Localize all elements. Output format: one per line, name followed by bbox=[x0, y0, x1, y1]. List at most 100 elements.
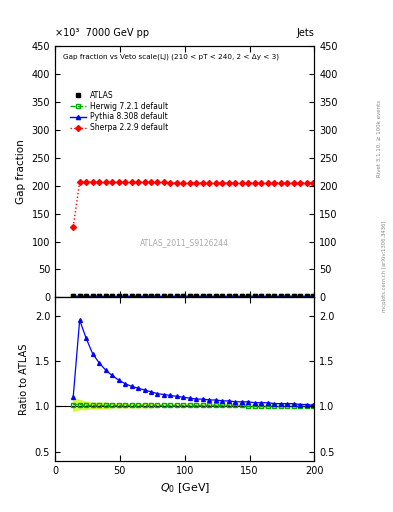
Sherpa 2.2.9 default bbox=[285, 180, 290, 186]
Pythia 8.308 default bbox=[123, 293, 127, 300]
Sherpa 2.2.9 default bbox=[142, 179, 147, 185]
Sherpa 2.2.9 default bbox=[103, 179, 108, 185]
ATLAS bbox=[285, 293, 290, 300]
Sherpa 2.2.9 default bbox=[278, 180, 283, 186]
Herwig 7.2.1 default bbox=[226, 293, 231, 300]
Sherpa 2.2.9 default bbox=[233, 180, 238, 186]
Sherpa 2.2.9 default bbox=[155, 179, 160, 185]
Herwig 7.2.1 default bbox=[272, 293, 277, 300]
Sherpa 2.2.9 default bbox=[187, 180, 192, 186]
Pythia 8.308 default bbox=[162, 293, 166, 300]
Herwig 7.2.1 default bbox=[181, 293, 186, 300]
Pythia 8.308 default bbox=[272, 293, 277, 300]
ATLAS bbox=[136, 293, 140, 300]
Herwig 7.2.1 default bbox=[129, 293, 134, 300]
Herwig 7.2.1 default bbox=[239, 293, 244, 300]
Text: ATLAS_2011_S9126244: ATLAS_2011_S9126244 bbox=[140, 238, 229, 247]
X-axis label: $Q_0$ [GeV]: $Q_0$ [GeV] bbox=[160, 481, 210, 495]
Sherpa 2.2.9 default bbox=[129, 179, 134, 185]
Pythia 8.308 default bbox=[90, 293, 95, 300]
Y-axis label: Ratio to ATLAS: Ratio to ATLAS bbox=[19, 344, 29, 415]
ATLAS bbox=[155, 293, 160, 300]
Pythia 8.308 default bbox=[304, 293, 309, 300]
Herwig 7.2.1 default bbox=[265, 293, 270, 300]
Herwig 7.2.1 default bbox=[220, 293, 225, 300]
Sherpa 2.2.9 default bbox=[90, 179, 95, 185]
Sherpa 2.2.9 default bbox=[304, 180, 309, 186]
ATLAS bbox=[311, 293, 316, 300]
Sherpa 2.2.9 default bbox=[252, 180, 257, 186]
Herwig 7.2.1 default bbox=[136, 293, 140, 300]
Herwig 7.2.1 default bbox=[207, 293, 212, 300]
Herwig 7.2.1 default bbox=[278, 293, 283, 300]
Pythia 8.308 default bbox=[187, 293, 192, 300]
ATLAS bbox=[304, 293, 309, 300]
Pythia 8.308 default bbox=[77, 293, 82, 300]
Pythia 8.308 default bbox=[298, 293, 303, 300]
ATLAS bbox=[252, 293, 257, 300]
Sherpa 2.2.9 default bbox=[220, 180, 225, 186]
ATLAS bbox=[213, 293, 218, 300]
Herwig 7.2.1 default bbox=[252, 293, 257, 300]
Herwig 7.2.1 default bbox=[84, 293, 88, 300]
ATLAS bbox=[181, 293, 186, 300]
Pythia 8.308 default bbox=[181, 293, 186, 300]
ATLAS bbox=[71, 293, 75, 300]
Pythia 8.308 default bbox=[149, 293, 153, 300]
Herwig 7.2.1 default bbox=[142, 293, 147, 300]
ATLAS bbox=[123, 293, 127, 300]
ATLAS bbox=[129, 293, 134, 300]
Text: Jets: Jets bbox=[297, 28, 314, 38]
Pythia 8.308 default bbox=[291, 293, 296, 300]
ATLAS bbox=[110, 293, 114, 300]
Herwig 7.2.1 default bbox=[110, 293, 114, 300]
Sherpa 2.2.9 default bbox=[311, 180, 316, 186]
Pythia 8.308 default bbox=[265, 293, 270, 300]
Sherpa 2.2.9 default bbox=[71, 224, 75, 230]
Herwig 7.2.1 default bbox=[103, 293, 108, 300]
Herwig 7.2.1 default bbox=[168, 293, 173, 300]
ATLAS bbox=[246, 293, 251, 300]
ATLAS bbox=[90, 293, 95, 300]
Sherpa 2.2.9 default bbox=[149, 179, 153, 185]
Pythia 8.308 default bbox=[194, 293, 199, 300]
Pythia 8.308 default bbox=[213, 293, 218, 300]
Herwig 7.2.1 default bbox=[259, 293, 264, 300]
Pythia 8.308 default bbox=[239, 293, 244, 300]
Pythia 8.308 default bbox=[129, 293, 134, 300]
ATLAS bbox=[278, 293, 283, 300]
Herwig 7.2.1 default bbox=[304, 293, 309, 300]
ATLAS bbox=[220, 293, 225, 300]
Sherpa 2.2.9 default bbox=[123, 179, 127, 185]
Herwig 7.2.1 default bbox=[291, 293, 296, 300]
ATLAS bbox=[174, 293, 179, 300]
Pythia 8.308 default bbox=[110, 293, 114, 300]
Sherpa 2.2.9 default bbox=[259, 180, 264, 186]
ATLAS bbox=[97, 293, 101, 300]
Pythia 8.308 default bbox=[136, 293, 140, 300]
Sherpa 2.2.9 default bbox=[272, 180, 277, 186]
Line: Sherpa 2.2.9 default: Sherpa 2.2.9 default bbox=[71, 180, 315, 229]
ATLAS bbox=[162, 293, 166, 300]
Sherpa 2.2.9 default bbox=[194, 180, 199, 186]
ATLAS bbox=[233, 293, 238, 300]
Sherpa 2.2.9 default bbox=[239, 180, 244, 186]
Sherpa 2.2.9 default bbox=[181, 180, 186, 186]
Pythia 8.308 default bbox=[71, 293, 75, 300]
ATLAS bbox=[168, 293, 173, 300]
Line: ATLAS: ATLAS bbox=[71, 294, 316, 298]
Pythia 8.308 default bbox=[142, 293, 147, 300]
Herwig 7.2.1 default bbox=[71, 293, 75, 300]
ATLAS bbox=[207, 293, 212, 300]
ATLAS bbox=[84, 293, 88, 300]
Line: Pythia 8.308 default: Pythia 8.308 default bbox=[71, 294, 315, 298]
ATLAS bbox=[77, 293, 82, 300]
Herwig 7.2.1 default bbox=[233, 293, 238, 300]
Herwig 7.2.1 default bbox=[285, 293, 290, 300]
Pythia 8.308 default bbox=[207, 293, 212, 300]
ATLAS bbox=[200, 293, 205, 300]
Sherpa 2.2.9 default bbox=[97, 179, 101, 185]
Pythia 8.308 default bbox=[226, 293, 231, 300]
Herwig 7.2.1 default bbox=[116, 293, 121, 300]
Herwig 7.2.1 default bbox=[162, 293, 166, 300]
